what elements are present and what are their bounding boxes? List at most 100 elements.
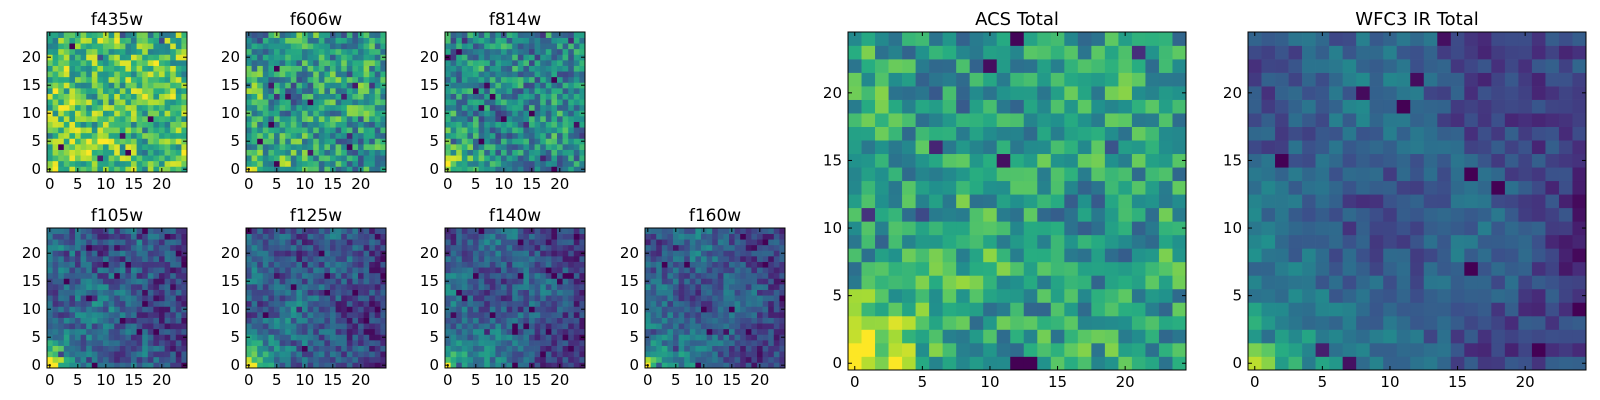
heatmap-cell bbox=[52, 323, 59, 330]
heatmap-cell bbox=[346, 104, 353, 111]
heatmap-cell bbox=[579, 116, 586, 122]
heatmap-cell bbox=[103, 256, 109, 262]
heatmap-cell bbox=[63, 82, 70, 89]
heatmap-cell bbox=[142, 104, 149, 111]
heatmap-cell bbox=[875, 167, 889, 182]
heatmap-cell bbox=[723, 250, 730, 257]
heatmap-cell bbox=[268, 261, 275, 268]
heatmap-cell bbox=[534, 144, 541, 150]
heatmap-cell bbox=[335, 127, 342, 134]
heatmap-cell bbox=[467, 328, 474, 335]
heatmap-cell bbox=[773, 233, 780, 240]
heatmap-cell bbox=[374, 160, 381, 167]
heatmap-cell bbox=[506, 256, 513, 262]
heatmap-cell bbox=[125, 82, 132, 89]
heatmap-cell bbox=[661, 239, 668, 246]
heatmap-cell bbox=[579, 261, 586, 268]
heatmap-cell bbox=[501, 71, 507, 78]
heatmap-cell bbox=[125, 99, 132, 106]
heatmap-cell bbox=[324, 110, 331, 117]
heatmap-cell bbox=[551, 362, 558, 369]
heatmap-cell bbox=[153, 244, 160, 251]
heatmap-cell bbox=[352, 76, 359, 83]
heatmap-cell bbox=[313, 351, 320, 358]
heatmap-cell bbox=[902, 356, 916, 371]
heatmap-cell bbox=[779, 300, 786, 307]
heatmap-cell bbox=[268, 306, 275, 313]
heatmap-cell bbox=[80, 99, 87, 106]
heatmap-cell bbox=[63, 60, 70, 66]
heatmap-cell bbox=[257, 43, 264, 50]
heatmap-cell bbox=[290, 300, 297, 307]
heatmap-cell bbox=[47, 43, 53, 50]
heatmap-cell bbox=[369, 250, 376, 257]
heatmap-cell bbox=[374, 110, 381, 117]
heatmap-cell bbox=[568, 306, 575, 313]
heatmap-cell bbox=[484, 289, 491, 296]
heatmap-cell bbox=[717, 233, 724, 240]
heatmap-cell bbox=[147, 32, 154, 38]
heatmap-cell bbox=[534, 261, 541, 268]
heatmap-cell bbox=[888, 261, 903, 276]
heatmap-cell bbox=[147, 323, 154, 330]
heatmap-cell bbox=[875, 356, 889, 371]
axes-frame bbox=[444, 227, 586, 369]
heatmap-cell bbox=[529, 71, 535, 78]
heatmap-cell bbox=[114, 295, 121, 302]
heatmap-cell bbox=[562, 261, 569, 268]
heatmap-cell bbox=[307, 166, 314, 173]
heatmap-cell bbox=[341, 138, 348, 145]
heatmap-cell bbox=[478, 345, 485, 352]
heatmap-cell bbox=[456, 104, 463, 111]
heatmap-cell bbox=[562, 54, 569, 61]
heatmap-cell bbox=[251, 127, 258, 134]
heatmap-cell bbox=[131, 295, 137, 302]
heatmap-cell bbox=[75, 351, 81, 358]
heatmap-cell bbox=[445, 65, 451, 72]
heatmap-cell bbox=[495, 345, 502, 352]
heatmap-cell bbox=[529, 127, 535, 134]
heatmap-cell bbox=[290, 99, 297, 106]
heatmap-cell bbox=[147, 244, 154, 251]
heatmap-cell bbox=[119, 256, 126, 262]
heatmap-cell bbox=[495, 244, 502, 251]
heatmap-cell bbox=[175, 362, 182, 369]
heatmap-cell bbox=[1158, 288, 1173, 303]
heatmap-cell bbox=[175, 345, 182, 352]
heatmap-cell bbox=[540, 340, 547, 346]
heatmap-cell bbox=[153, 250, 160, 257]
heatmap-cell bbox=[484, 351, 491, 358]
heatmap-cell bbox=[551, 256, 558, 262]
heatmap-cell bbox=[523, 76, 530, 83]
heatmap-cell bbox=[461, 37, 468, 44]
heatmap-cell bbox=[751, 233, 758, 240]
heatmap-cell bbox=[478, 121, 485, 128]
heatmap-cell bbox=[58, 76, 65, 83]
heatmap-cell bbox=[175, 317, 182, 324]
heatmap-cell bbox=[773, 244, 780, 251]
heatmap-cell bbox=[279, 166, 286, 173]
heatmap-cell bbox=[489, 32, 496, 38]
heatmap-cell bbox=[723, 334, 730, 341]
heatmap-cell bbox=[97, 244, 104, 251]
heatmap-cell bbox=[650, 289, 657, 296]
heatmap-cell bbox=[335, 256, 342, 262]
heatmap-cell bbox=[251, 149, 258, 156]
heatmap-cell bbox=[762, 272, 769, 279]
heatmap-cell bbox=[142, 233, 149, 240]
axes-frame bbox=[46, 31, 188, 173]
heatmap-cell bbox=[568, 328, 575, 335]
y-tick-label: 10 bbox=[620, 300, 639, 318]
heatmap-cell bbox=[86, 104, 93, 111]
heatmap-cell bbox=[363, 48, 370, 55]
heatmap-cell bbox=[512, 121, 519, 128]
heatmap-cell bbox=[58, 116, 65, 122]
heatmap-cell bbox=[579, 93, 586, 100]
heatmap-cell bbox=[478, 116, 485, 122]
heatmap-cell bbox=[296, 323, 303, 330]
heatmap-cell bbox=[501, 121, 507, 128]
heatmap-cell bbox=[358, 312, 364, 318]
heatmap-cell bbox=[75, 233, 81, 240]
heatmap-cell bbox=[701, 250, 707, 257]
heatmap-cell bbox=[374, 345, 381, 352]
